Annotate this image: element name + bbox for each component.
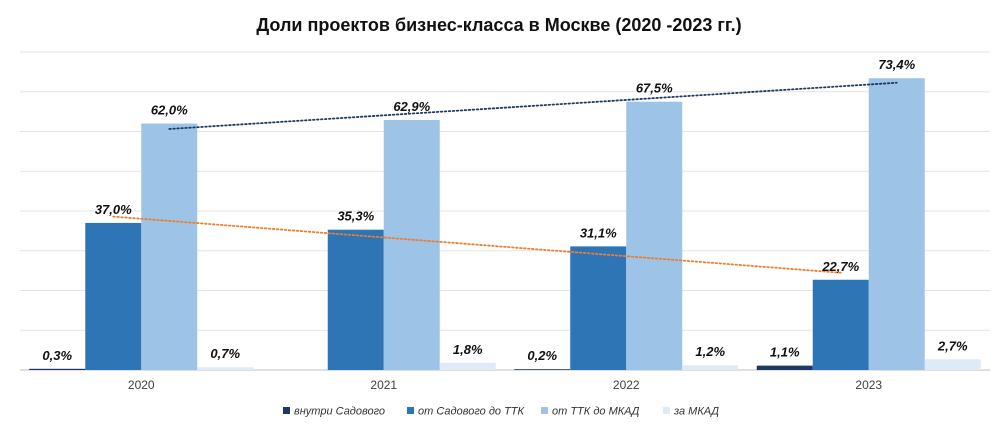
trendline: [168, 81, 898, 130]
bar: [29, 368, 86, 370]
data-label: 35,3%: [337, 209, 374, 224]
bar: [924, 359, 981, 370]
legend-label: от Садового до ТТК: [418, 406, 525, 418]
data-label: 0,2%: [527, 348, 557, 363]
bar: [682, 365, 739, 370]
data-label: 1,2%: [695, 344, 725, 359]
data-label: 67,5%: [636, 81, 673, 96]
data-label: 73,4%: [878, 57, 915, 72]
chart-title: Доли проектов бизнес-класса в Москве (20…: [256, 15, 741, 35]
data-label: 62,9%: [393, 99, 430, 114]
bar: [327, 229, 384, 370]
trendlines: [112, 81, 898, 274]
x-tick-label: 2022: [613, 378, 640, 392]
bar: [383, 119, 440, 370]
legend-swatch: [541, 407, 548, 414]
data-label: 2,7%: [937, 338, 968, 353]
bar: [514, 369, 571, 370]
bar: [197, 367, 254, 370]
bars: [29, 78, 981, 371]
data-label: 1,8%: [453, 342, 483, 357]
bar: [439, 362, 496, 370]
data-labels: 0,3% 0,2% 1,1% 37,0% 35,3% 31,1% 22,7% 62,0% 62,…: [42, 57, 968, 363]
x-axis-ticks: 2020 2021 2022 2023: [128, 378, 883, 392]
data-label: 22,7%: [821, 259, 859, 274]
data-label: 0,7%: [210, 346, 240, 361]
data-label: 62,0%: [151, 103, 188, 118]
data-label: 31,1%: [580, 225, 617, 240]
trendline: [112, 215, 842, 274]
legend-label: от ТТК до МКАД: [552, 406, 640, 418]
x-tick-label: 2023: [855, 378, 882, 392]
legend-swatch: [283, 407, 290, 414]
data-label: 0,3%: [42, 348, 72, 363]
bar: [141, 123, 198, 370]
legend-label: внутри Садового: [294, 406, 385, 418]
legend-label: за МКАД: [673, 406, 719, 418]
bar: [85, 222, 142, 370]
legend: внутри Садового от Садового до ТТК от ТТК …: [283, 406, 719, 418]
bar: [868, 78, 925, 371]
data-label: 37,0%: [95, 202, 132, 217]
bar: [626, 101, 683, 370]
x-tick-label: 2021: [370, 378, 397, 392]
data-label: 1,1%: [770, 345, 800, 360]
bar: [756, 365, 813, 370]
bar: [570, 246, 627, 370]
legend-swatch: [663, 407, 670, 414]
x-tick-label: 2020: [128, 378, 155, 392]
legend-swatch: [407, 407, 414, 414]
bar: [812, 279, 869, 370]
